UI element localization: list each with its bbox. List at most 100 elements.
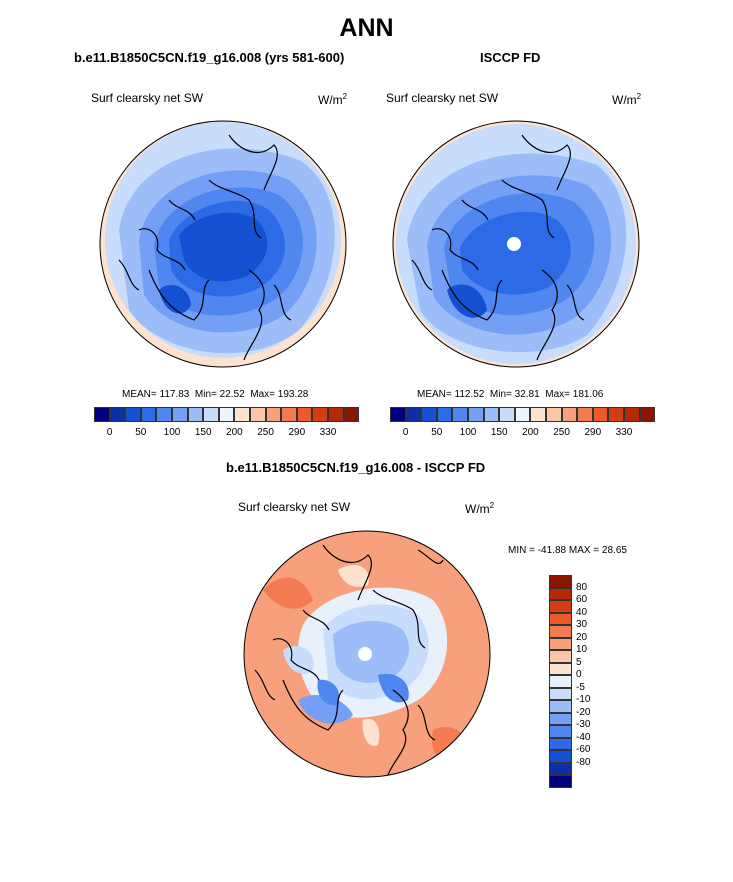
colorbar-swatch — [109, 407, 126, 422]
colorbar-tick-label: 10 — [576, 644, 588, 655]
colorbar-swatch — [343, 407, 360, 422]
colorbar-swatch — [549, 650, 572, 663]
colorbar-swatch — [94, 407, 110, 422]
colorbar-tick-label: 250 — [553, 427, 570, 438]
colorbar-swatch — [639, 407, 656, 422]
colorbar-swatch — [436, 407, 453, 422]
colorbar-swatch — [187, 407, 204, 422]
panel2-variable-label: Surf clearsky net SW — [386, 91, 499, 105]
diff-missing-pole — [358, 647, 372, 661]
diff-units: W/m2 — [465, 501, 495, 516]
colorbar-swatch — [249, 407, 266, 422]
colorbar-tick-label: -5 — [576, 681, 585, 693]
colorbar-tick-label: -20 — [576, 706, 591, 718]
colorbar-swatch — [405, 407, 422, 422]
colorbar-swatch — [549, 575, 572, 588]
colorbar-swatch — [549, 725, 572, 738]
colorbar-swatch — [218, 407, 235, 422]
colorbar-swatch — [549, 737, 572, 750]
colorbar-swatch — [577, 407, 593, 422]
colorbar-swatch — [171, 407, 188, 422]
panel1-stats: MEAN= 117.83 Min= 22.52 Max= 193.28 — [122, 389, 309, 400]
colorbar-swatch — [549, 700, 572, 713]
colorbar-swatch — [312, 407, 328, 422]
colorbar-swatch — [549, 687, 572, 700]
colorbar-tick-label: 30 — [576, 619, 588, 630]
colorbar-tick-label: 100 — [163, 427, 181, 438]
colorbar-swatch — [608, 407, 624, 422]
diff-minmax: MIN = -41.88 MAX = 28.65 — [508, 545, 627, 556]
diff-variable-label: Surf clearsky net SW — [238, 500, 351, 514]
colorbar-swatch — [156, 407, 172, 422]
colorbar-tick-label: -80 — [576, 756, 591, 768]
colorbar-tick-label: 0 — [576, 669, 582, 680]
colorbar-tick-label: 0 — [106, 427, 113, 438]
colorbar-tick-label: -60 — [576, 744, 591, 755]
colorbar-swatch — [467, 407, 484, 422]
colorbar-tick-label: 250 — [257, 427, 274, 438]
colorbar-swatch — [549, 612, 572, 625]
panel1-case-title: b.e11.B1850C5CN.f19_g16.008 (yrs 581-600… — [74, 50, 345, 65]
colorbar-tick-label: 290 — [584, 427, 602, 438]
colorbar-swatch — [281, 407, 297, 422]
colorbar-tick-label: 80 — [576, 581, 588, 593]
colorbar-swatch — [549, 750, 572, 763]
colorbar-tick-label: 200 — [226, 427, 243, 438]
colorbar-swatch — [549, 762, 572, 775]
panel1-variable-label: Surf clearsky net SW — [91, 91, 204, 105]
colorbar-tick-label: 290 — [288, 427, 306, 438]
colorbar-swatch — [530, 407, 546, 422]
colorbar-tick-label: 50 — [431, 427, 443, 438]
colorbar-tick-label: 0 — [402, 427, 409, 438]
colorbar-swatch — [390, 407, 406, 422]
colorbar-swatch — [514, 407, 531, 422]
diff-case-title: b.e11.B1850C5CN.f19_g16.008 - ISCCP FD — [226, 460, 486, 475]
colorbar-swatch — [234, 407, 250, 422]
colorbar-swatch — [549, 637, 572, 650]
diff-colorbar-labels: 80 60 40 30 20 10 5 0 -5 -10 -20 -30 -40 -60 -80 — [576, 575, 616, 788]
colorbar-tick-label: 100 — [459, 427, 477, 438]
colorbar-tick-label: 330 — [615, 427, 633, 438]
colorbar-tick-label: 20 — [576, 631, 588, 643]
colorbar-swatch — [623, 407, 640, 422]
colorbar-tick-label: 40 — [576, 606, 588, 618]
colorbar-swatch — [545, 407, 562, 422]
panel2-colorbar-labels: 0 50 100 150 200 250 290 330 — [390, 427, 655, 439]
colorbar-swatch — [483, 407, 500, 422]
colorbar-swatch — [125, 407, 141, 422]
colorbar-swatch — [549, 587, 572, 600]
colorbar-tick-label: 5 — [576, 656, 582, 668]
colorbar-swatch — [549, 600, 572, 613]
colorbar-tick-label: 150 — [490, 427, 508, 438]
colorbar-tick-label: -40 — [576, 731, 591, 743]
panel2-colorbar — [390, 407, 656, 422]
colorbar-swatch — [203, 407, 219, 422]
colorbar-tick-label: -10 — [576, 694, 591, 705]
colorbar-tick-label: -30 — [576, 719, 591, 730]
panel2-stats: MEAN= 112.52 Min= 32.81 Max= 181.06 — [417, 389, 604, 400]
colorbar-swatch — [140, 407, 157, 422]
panel1-colorbar — [94, 407, 360, 422]
panel1-units: W/m2 — [318, 92, 348, 107]
panel2-missing-pole — [507, 237, 521, 251]
colorbar-swatch — [549, 662, 572, 675]
colorbar-tick-label: 200 — [522, 427, 539, 438]
colorbar-swatch — [549, 675, 572, 688]
colorbar-swatch — [561, 407, 578, 422]
panel2-units: W/m2 — [612, 92, 642, 107]
colorbar-tick-label: 50 — [135, 427, 147, 438]
page-title: ANN — [339, 14, 394, 42]
panel2-polar-map — [392, 120, 640, 368]
panel1-colorbar-labels: 0 50 100 150 200 250 290 330 — [94, 427, 359, 439]
colorbar-swatch — [265, 407, 282, 422]
colorbar-swatch — [499, 407, 515, 422]
diff-colorbar — [549, 575, 572, 788]
colorbar-tick-label: 150 — [194, 427, 212, 438]
colorbar-swatch — [296, 407, 313, 422]
colorbar-swatch — [452, 407, 468, 422]
colorbar-swatch — [549, 712, 572, 725]
diff-polar-map — [243, 530, 491, 778]
colorbar-swatch — [421, 407, 437, 422]
colorbar-swatch — [549, 775, 572, 788]
panel1-polar-map — [99, 120, 347, 368]
